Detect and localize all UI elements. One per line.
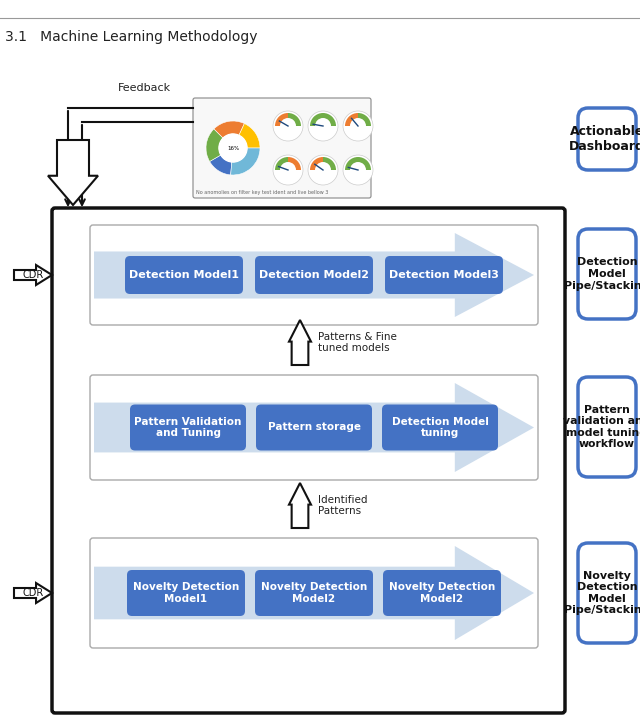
Text: CDR: CDR bbox=[22, 588, 44, 598]
Text: Novelty Detection
Model2: Novelty Detection Model2 bbox=[389, 582, 495, 604]
Circle shape bbox=[219, 134, 247, 162]
FancyBboxPatch shape bbox=[382, 405, 498, 451]
Polygon shape bbox=[289, 320, 311, 365]
Circle shape bbox=[343, 111, 373, 141]
FancyBboxPatch shape bbox=[255, 570, 373, 616]
Wedge shape bbox=[358, 113, 371, 126]
Text: Identified
Patterns: Identified Patterns bbox=[318, 495, 367, 516]
FancyBboxPatch shape bbox=[52, 208, 565, 713]
Circle shape bbox=[273, 111, 303, 141]
Text: Pattern
validation and
model tuning
workflow: Pattern validation and model tuning work… bbox=[563, 405, 640, 449]
Circle shape bbox=[273, 155, 303, 185]
Wedge shape bbox=[358, 157, 371, 170]
Text: No anomolies on filter key test ident and live bellow 3: No anomolies on filter key test ident an… bbox=[196, 190, 328, 195]
FancyBboxPatch shape bbox=[578, 543, 636, 643]
FancyBboxPatch shape bbox=[90, 225, 538, 325]
Polygon shape bbox=[14, 265, 52, 285]
FancyBboxPatch shape bbox=[90, 375, 538, 480]
FancyBboxPatch shape bbox=[125, 256, 243, 294]
FancyBboxPatch shape bbox=[256, 405, 372, 451]
Text: Detection Model
tuning: Detection Model tuning bbox=[392, 417, 488, 438]
Text: Novelty Detection
Model2: Novelty Detection Model2 bbox=[261, 582, 367, 604]
Wedge shape bbox=[310, 157, 323, 170]
Text: Detection
Model
Pipe/Stacking: Detection Model Pipe/Stacking bbox=[564, 257, 640, 291]
FancyBboxPatch shape bbox=[255, 256, 373, 294]
Circle shape bbox=[308, 111, 338, 141]
Wedge shape bbox=[275, 157, 288, 170]
Wedge shape bbox=[345, 113, 358, 126]
Polygon shape bbox=[48, 140, 98, 205]
Polygon shape bbox=[94, 383, 534, 472]
Text: Actionable
Dashboard: Actionable Dashboard bbox=[569, 125, 640, 153]
FancyBboxPatch shape bbox=[383, 570, 501, 616]
Wedge shape bbox=[275, 113, 288, 126]
FancyBboxPatch shape bbox=[578, 229, 636, 319]
Wedge shape bbox=[214, 121, 244, 138]
FancyBboxPatch shape bbox=[385, 256, 503, 294]
Text: Patterns & Fine
tuned models: Patterns & Fine tuned models bbox=[318, 332, 397, 354]
Wedge shape bbox=[230, 148, 260, 175]
Circle shape bbox=[343, 155, 373, 185]
Polygon shape bbox=[94, 233, 534, 317]
Wedge shape bbox=[288, 113, 301, 126]
Text: Detection Model1: Detection Model1 bbox=[129, 270, 239, 280]
Wedge shape bbox=[206, 129, 223, 161]
Wedge shape bbox=[345, 157, 358, 170]
FancyBboxPatch shape bbox=[90, 538, 538, 648]
Text: Feedback: Feedback bbox=[118, 83, 171, 93]
Polygon shape bbox=[289, 483, 311, 528]
Circle shape bbox=[308, 155, 338, 185]
Wedge shape bbox=[310, 113, 323, 126]
Text: Detection Model2: Detection Model2 bbox=[259, 270, 369, 280]
Wedge shape bbox=[239, 124, 260, 148]
Wedge shape bbox=[323, 157, 336, 170]
FancyBboxPatch shape bbox=[130, 405, 246, 451]
FancyBboxPatch shape bbox=[578, 108, 636, 170]
Text: 3.1   Machine Learning Methodology: 3.1 Machine Learning Methodology bbox=[5, 30, 257, 44]
Text: Pattern Validation
and Tuning: Pattern Validation and Tuning bbox=[134, 417, 242, 438]
Text: Novelty Detection
Model1: Novelty Detection Model1 bbox=[133, 582, 239, 604]
FancyBboxPatch shape bbox=[193, 98, 371, 198]
Text: Detection Model3: Detection Model3 bbox=[389, 270, 499, 280]
Polygon shape bbox=[14, 583, 52, 603]
Polygon shape bbox=[94, 546, 534, 640]
FancyBboxPatch shape bbox=[127, 570, 245, 616]
Text: Pattern storage: Pattern storage bbox=[268, 423, 360, 433]
Wedge shape bbox=[323, 113, 336, 126]
Text: Novelty
Detection
Model
Pipe/Stacking: Novelty Detection Model Pipe/Stacking bbox=[564, 570, 640, 616]
Text: CDR: CDR bbox=[22, 270, 44, 280]
FancyBboxPatch shape bbox=[578, 377, 636, 477]
Wedge shape bbox=[288, 157, 301, 170]
Text: 16%: 16% bbox=[227, 145, 239, 150]
Wedge shape bbox=[210, 155, 232, 175]
